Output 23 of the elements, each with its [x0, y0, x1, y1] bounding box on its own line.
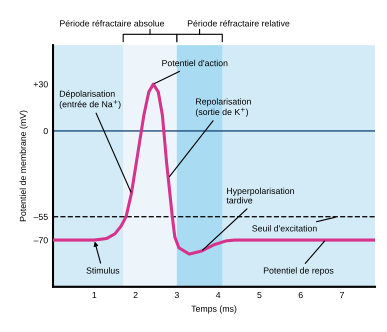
- x-tick-label: 7: [340, 292, 344, 298]
- x-tick-label: 6: [298, 292, 303, 298]
- annotation: Dépolarisation (entrée de Na$^{+}$): [60, 90, 121, 110]
- line-series: [53, 82, 375, 256]
- y-tick-label: 0: [44, 128, 48, 134]
- x-tick-label: 2: [134, 292, 138, 298]
- x-tick-label: 1: [92, 292, 96, 298]
- x-axis-title: Temps (ms): [191, 305, 236, 314]
- y-tick-label: +30: [34, 81, 48, 88]
- annotation: Repolarisation (sortie de K$^{+}$): [196, 98, 251, 117]
- band-label: Période réfractaire relative: [188, 20, 290, 27]
- ref-line-label: Seuil d'excitation: [252, 225, 317, 232]
- annotation: Hyperpolarisation tardive: [226, 188, 294, 204]
- annotation: Potentiel de repos: [264, 267, 334, 276]
- y-tick-label: –70: [34, 237, 48, 244]
- annotation: Stimulus: [86, 267, 120, 274]
- x-tick-label: 4: [216, 292, 220, 298]
- y-axis-title: Potentiel de membrane (mV): [20, 110, 28, 222]
- x-tick-label: 3: [174, 292, 179, 298]
- y-tick-label: –55: [34, 214, 48, 220]
- annotation: Potentiel d'action: [162, 60, 228, 66]
- x-tick-label: 5: [257, 292, 262, 298]
- band-label: Période réfractaire absolue: [60, 20, 164, 27]
